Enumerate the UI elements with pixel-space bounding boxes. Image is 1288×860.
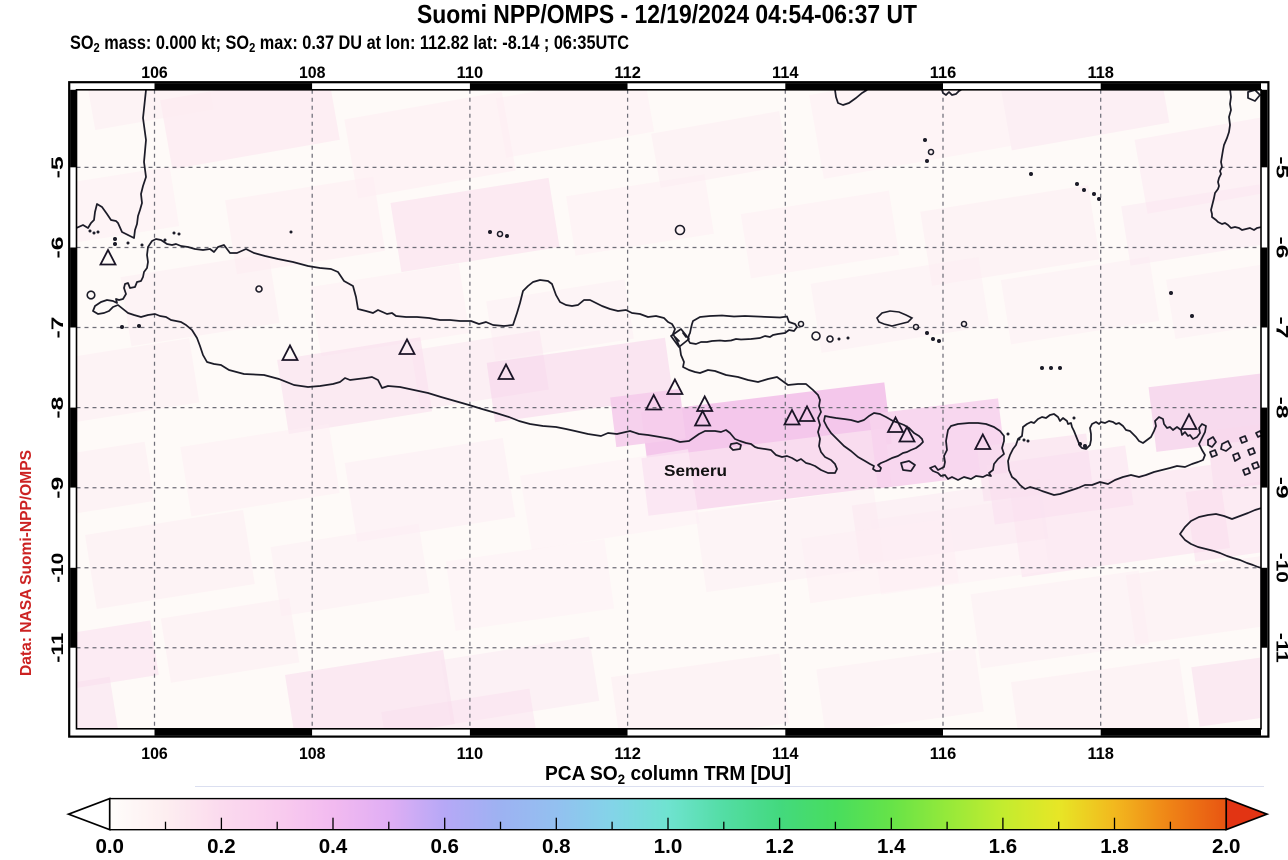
- svg-text:Semeru: Semeru: [664, 463, 727, 480]
- svg-text:1.0: 1.0: [654, 835, 683, 855]
- svg-text:1.8: 1.8: [1100, 835, 1129, 855]
- svg-text:-5: -5: [48, 156, 67, 178]
- svg-text:-10: -10: [48, 553, 67, 583]
- svg-text:-11: -11: [1273, 633, 1288, 663]
- svg-text:-5: -5: [1273, 156, 1288, 178]
- svg-text:0.6: 0.6: [430, 835, 459, 855]
- svg-text:116: 116: [930, 744, 957, 763]
- svg-text:0.4: 0.4: [319, 835, 348, 855]
- svg-text:112: 112: [614, 744, 641, 763]
- svg-text:108: 108: [299, 63, 326, 82]
- svg-text:-8: -8: [1273, 397, 1288, 419]
- svg-text:Suomi NPP/OMPS - 12/19/2024 04: Suomi NPP/OMPS - 12/19/2024 04:54-06:37 …: [417, 0, 917, 29]
- svg-text:-8: -8: [48, 397, 67, 419]
- svg-text:118: 118: [1087, 744, 1114, 763]
- svg-text:110: 110: [457, 63, 484, 82]
- svg-text:116: 116: [930, 63, 957, 82]
- svg-text:110: 110: [457, 744, 484, 763]
- svg-text:-10: -10: [1273, 553, 1288, 583]
- svg-text:1.4: 1.4: [877, 835, 906, 855]
- svg-text:2.0: 2.0: [1212, 835, 1241, 855]
- svg-text:-6: -6: [48, 237, 67, 259]
- svg-text:SO2 mass: 0.000 kt; SO2 max: 0: SO2 mass: 0.000 kt; SO2 max: 0.37 DU at …: [70, 33, 629, 55]
- svg-text:-6: -6: [1273, 237, 1288, 259]
- svg-text:0.2: 0.2: [207, 835, 236, 855]
- svg-text:PCA SO2 column TRM [DU]: PCA SO2 column TRM [DU]: [545, 763, 791, 787]
- svg-text:-11: -11: [48, 633, 67, 663]
- svg-text:1.2: 1.2: [765, 835, 794, 855]
- svg-text:-9: -9: [1273, 477, 1288, 499]
- svg-text:0.8: 0.8: [542, 835, 571, 855]
- svg-text:-7: -7: [1273, 317, 1288, 339]
- svg-text:-9: -9: [48, 477, 67, 499]
- svg-text:106: 106: [141, 744, 168, 763]
- svg-text:106: 106: [141, 63, 168, 82]
- svg-text:Data: NASA Suomi-NPP/OMPS: Data: NASA Suomi-NPP/OMPS: [18, 450, 35, 676]
- svg-text:118: 118: [1087, 63, 1114, 82]
- svg-text:112: 112: [614, 63, 641, 82]
- svg-text:-7: -7: [48, 317, 67, 339]
- svg-text:0.0: 0.0: [95, 835, 124, 855]
- svg-text:1.6: 1.6: [989, 835, 1018, 855]
- svg-text:108: 108: [299, 744, 326, 763]
- svg-text:114: 114: [772, 744, 799, 763]
- svg-text:114: 114: [772, 63, 799, 82]
